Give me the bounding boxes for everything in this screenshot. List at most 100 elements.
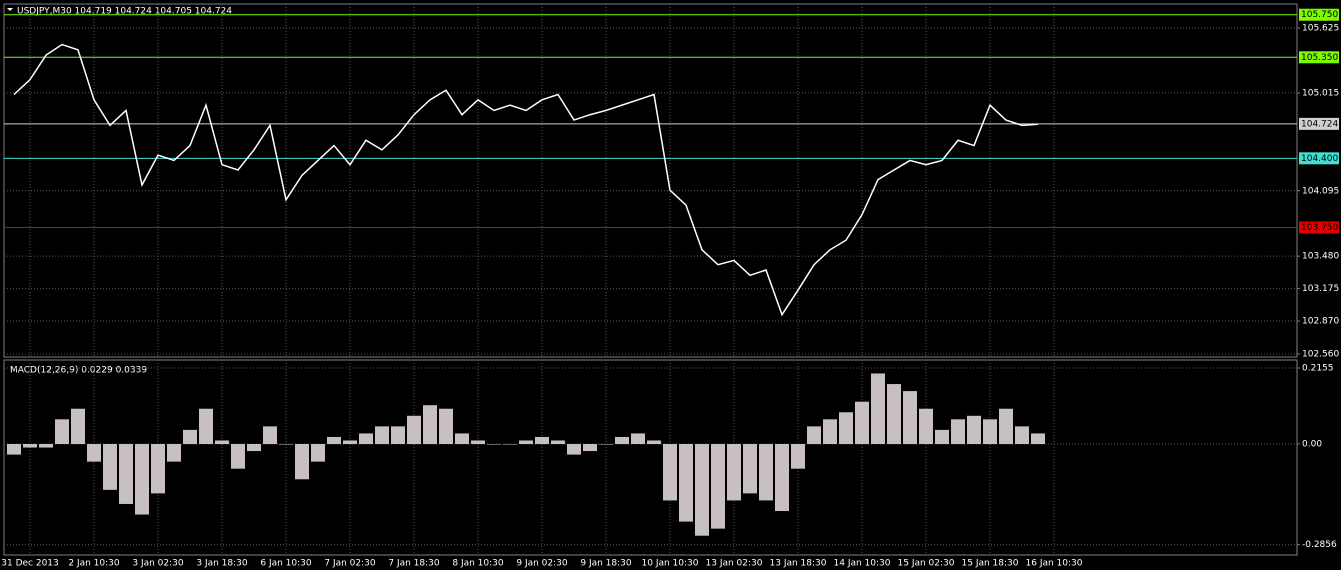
macd-bar	[167, 444, 181, 462]
x-tick-label: 7 Jan 02:30	[324, 559, 376, 569]
macd-bar	[935, 429, 949, 445]
macd-bar	[727, 444, 741, 501]
macd-bar	[183, 429, 197, 445]
macd-bar	[55, 419, 69, 445]
macd-bar	[631, 433, 645, 445]
y-tick-label: 102.560	[1302, 350, 1339, 360]
macd-bar	[551, 440, 565, 445]
macd-bar	[455, 433, 469, 445]
indicator-title: MACD(12,26,9) 0.0229 0.0339	[10, 366, 147, 376]
macd-bar	[439, 408, 453, 445]
macd-bar	[375, 426, 389, 445]
macd-bar	[151, 444, 165, 494]
macd-bar	[519, 440, 533, 445]
x-tick-label: 13 Jan 02:30	[706, 559, 763, 569]
y-tick-label: 0.00	[1302, 440, 1322, 450]
macd-bar	[679, 444, 693, 522]
macd-bar	[951, 419, 965, 445]
level-box	[1299, 117, 1339, 130]
x-tick-label: 15 Jan 02:30	[898, 559, 955, 569]
macd-bar	[423, 405, 437, 445]
macd-bar	[103, 444, 117, 490]
x-tick-label: 16 Jan 10:30	[1026, 559, 1083, 569]
y-tick-label: 102.870	[1302, 317, 1339, 327]
macd-bar	[407, 415, 421, 445]
macd-bar	[983, 419, 997, 445]
macd-bar	[119, 444, 133, 504]
level-label: 104.724	[1301, 119, 1338, 129]
macd-bar	[807, 426, 821, 445]
level-box	[1299, 8, 1339, 21]
macd-bar	[967, 415, 981, 445]
macd-bar	[871, 373, 885, 445]
macd-bar	[711, 444, 725, 529]
macd-bar	[583, 444, 597, 452]
macd-bar	[487, 444, 501, 445]
macd-bar	[791, 444, 805, 469]
y-tick-label: -0.2856	[1302, 540, 1337, 550]
level-label: 104.400	[1301, 154, 1338, 164]
menu-arrow[interactable]	[7, 8, 13, 11]
level-box	[1299, 152, 1339, 165]
level-label: 105.750	[1301, 10, 1338, 20]
macd-bar	[503, 444, 517, 445]
y-tick-label: 105.015	[1302, 88, 1339, 98]
level-label: 105.350	[1301, 53, 1338, 63]
level-label: 103.750	[1301, 223, 1338, 233]
macd-bar	[567, 444, 581, 455]
price-line	[13, 43, 1039, 317]
x-tick-label: 3 Jan 18:30	[196, 559, 248, 569]
x-tick-label: 9 Jan 18:30	[580, 559, 632, 569]
macd-bar	[279, 444, 293, 445]
macd-bar	[39, 444, 53, 448]
macd-bar	[663, 444, 677, 501]
y-tick-label: 103.175	[1302, 284, 1339, 294]
x-tick-label: 10 Jan 10:30	[642, 559, 699, 569]
macd-bar	[471, 440, 485, 445]
y-tick-label: 103.480	[1302, 252, 1339, 262]
macd-bar	[839, 412, 853, 445]
x-tick-label: 14 Jan 10:30	[834, 559, 891, 569]
y-tick-label: 0.2155	[1302, 364, 1334, 374]
x-tick-label: 9 Jan 02:30	[516, 559, 568, 569]
price-panel	[3, 3, 1298, 358]
level-box	[1299, 221, 1339, 234]
macd-bar	[1031, 433, 1045, 445]
x-tick-label: 6 Jan 10:30	[260, 559, 312, 569]
macd-bar	[919, 408, 933, 445]
macd-bar	[311, 444, 325, 462]
macd-bar	[535, 436, 549, 445]
chart-title: USDJPY,M30 104.719 104.724 104.705 104.7…	[17, 7, 232, 17]
macd-bar	[327, 436, 341, 445]
macd-panel	[3, 359, 1298, 556]
macd-bar	[343, 440, 357, 445]
macd-bar	[647, 440, 661, 445]
macd-bar	[903, 391, 917, 445]
macd-bar	[247, 444, 261, 452]
macd-bar	[199, 408, 213, 445]
macd-bar	[759, 444, 773, 501]
x-tick-label: 7 Jan 18:30	[388, 559, 440, 569]
y-tick-label: 105.625	[1302, 24, 1339, 34]
macd-bar	[743, 444, 757, 494]
macd-bar	[391, 426, 405, 445]
macd-bar	[855, 401, 869, 445]
macd-bar	[775, 444, 789, 512]
macd-bar	[695, 444, 709, 536]
macd-bar	[135, 444, 149, 515]
level-box	[1299, 51, 1339, 64]
macd-bar	[231, 444, 245, 469]
macd-bar	[359, 433, 373, 445]
x-tick-label: 3 Jan 02:30	[132, 559, 184, 569]
macd-bar	[263, 426, 277, 445]
macd-bar	[615, 436, 629, 445]
macd-bar	[7, 444, 21, 455]
macd-bar	[1015, 426, 1029, 445]
macd-bar	[71, 408, 85, 445]
macd-bar	[599, 444, 613, 445]
macd-bar	[999, 408, 1013, 445]
macd-bar	[823, 419, 837, 445]
x-tick-label: 2 Jan 10:30	[68, 559, 120, 569]
macd-bar	[295, 444, 309, 480]
